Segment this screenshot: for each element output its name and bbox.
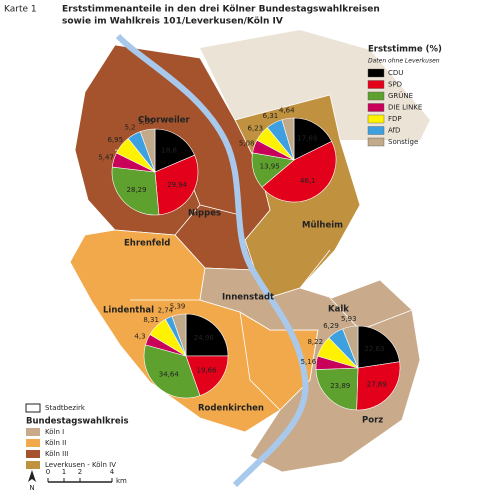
pie-label: 19,66 — [197, 367, 218, 375]
pie-label: 2,74 — [158, 306, 174, 314]
north-label: N — [29, 484, 34, 492]
legend-swatch — [367, 126, 385, 135]
pie-slice — [154, 128, 195, 173]
district-border-key — [25, 403, 41, 413]
legend-label: GRÜNE — [388, 91, 413, 100]
pie-label: 5,16 — [301, 358, 317, 366]
pie-label: 8,31 — [143, 316, 159, 324]
pie-label: 46,1 — [300, 177, 316, 185]
pie-slice — [185, 313, 229, 357]
legend-swatch — [367, 68, 385, 78]
pie-label: 29,94 — [167, 181, 188, 189]
legend-swatch — [26, 450, 40, 458]
map-title: sowie im Wahlkreis 101/Leverkusen/Köln I… — [62, 17, 283, 27]
pie-label: 23,89 — [330, 382, 350, 390]
legend-swatch — [367, 114, 385, 124]
pie-label: 5,47 — [98, 154, 114, 162]
legend-label: FDP — [388, 115, 402, 123]
pie-label: 22,63 — [364, 345, 384, 353]
scale-bar: 0 1 2 4km — [46, 468, 127, 485]
pie-slice — [315, 367, 359, 411]
pie-label: 28,29 — [127, 186, 147, 194]
legend-title: Erststimme (%) — [368, 45, 442, 55]
pie-label: 18,6 — [161, 146, 177, 154]
legend-label: Leverkusen - Köln IV — [45, 461, 116, 469]
pie-label: 5,55 — [138, 118, 154, 126]
legend-label: SPD — [388, 81, 402, 89]
district-label: Kalk — [328, 305, 349, 315]
pie-charts: 18,6 29,94 28,29 5,47 6,955,25,55 17,69 46,1 13… — [98, 107, 401, 411]
pie-label: 5,93 — [341, 315, 357, 323]
scale-unit: km — [116, 477, 127, 485]
pie-label: 13,95 — [260, 163, 280, 171]
pie-label: 5,39 — [170, 303, 186, 311]
map-label: Karte 1 — [4, 5, 37, 15]
legend-swatch — [367, 103, 385, 112]
pie-slice — [111, 166, 160, 216]
legend-title: Bundestagswahlkreis — [26, 417, 129, 427]
pie-label: 5,2 — [124, 124, 135, 132]
legend-label: Stadtbezirk — [45, 404, 86, 412]
pie-label: 5,08 — [239, 140, 255, 148]
legend-swatch — [367, 80, 385, 89]
pie-label: 6,31 — [263, 112, 279, 120]
scale-label: 2 — [78, 468, 82, 476]
legend-label: CDU — [388, 69, 403, 77]
pie-label: 17,69 — [297, 135, 317, 143]
legend-label: AfD — [388, 127, 400, 135]
map-legend: Köln I Köln II Köln III Leverkusen - Köln I… — [26, 428, 116, 469]
scale-label: 0 — [46, 468, 50, 476]
pie-slice — [281, 117, 295, 161]
scale-label: 4 — [110, 468, 115, 476]
pie-slice — [261, 140, 337, 203]
legend-swatch — [26, 461, 40, 469]
legend-label: Sonstige — [388, 138, 418, 146]
pie-slice — [139, 128, 156, 173]
district-label: Ehrenfeld — [124, 239, 170, 249]
district-label: Rodenkirchen — [198, 404, 264, 414]
pie-label: 34,64 — [159, 370, 180, 378]
pie-label: 4,64 — [279, 107, 295, 115]
legend-label: Köln II — [45, 439, 66, 447]
outer-area — [200, 30, 430, 140]
pie-slice — [342, 325, 359, 369]
legend-swatch — [26, 428, 40, 436]
pie-label: 6,23 — [248, 124, 264, 132]
legend: CDU SPD GRÜNE DIE LINKE FDP AfD Sonstige — [367, 68, 422, 147]
map-title: Erststimmenanteile in den drei Kölner Bu… — [62, 5, 380, 15]
pie-slice — [293, 117, 333, 161]
legend-swatch — [26, 439, 40, 447]
north-arrow: N — [28, 470, 36, 492]
legend-subtitle: Daten ohne Leverkusen — [368, 58, 440, 65]
district-label: Porz — [362, 416, 383, 426]
pie-label: 8,22 — [307, 338, 323, 346]
district-label: Nippes — [188, 209, 221, 219]
pie-slice — [171, 313, 187, 357]
pie-label: 27,89 — [367, 381, 387, 389]
pie-label: 24,96 — [194, 334, 215, 342]
legend-swatch — [367, 91, 385, 101]
pie-label: 6,29 — [323, 322, 339, 330]
legend-label: DIE LINKE — [388, 104, 422, 112]
pie-label: 6,95 — [107, 136, 123, 144]
pie-slice — [143, 344, 201, 399]
district-label: Mülheim — [302, 221, 343, 231]
pie-slice — [154, 154, 199, 216]
scale-label: 1 — [62, 468, 66, 476]
district-label: Chorweiler — [138, 116, 191, 126]
legend-label: Köln III — [45, 450, 68, 458]
pie-label: 4,3 — [134, 332, 145, 340]
pie-slice — [357, 325, 400, 369]
legend-label: Köln I — [45, 428, 64, 436]
river — [115, 33, 309, 488]
district-label: Lindenthal — [103, 306, 154, 316]
pie-slice — [356, 361, 401, 411]
legend-swatch — [367, 137, 385, 147]
district-label: Innenstadt — [222, 293, 274, 303]
